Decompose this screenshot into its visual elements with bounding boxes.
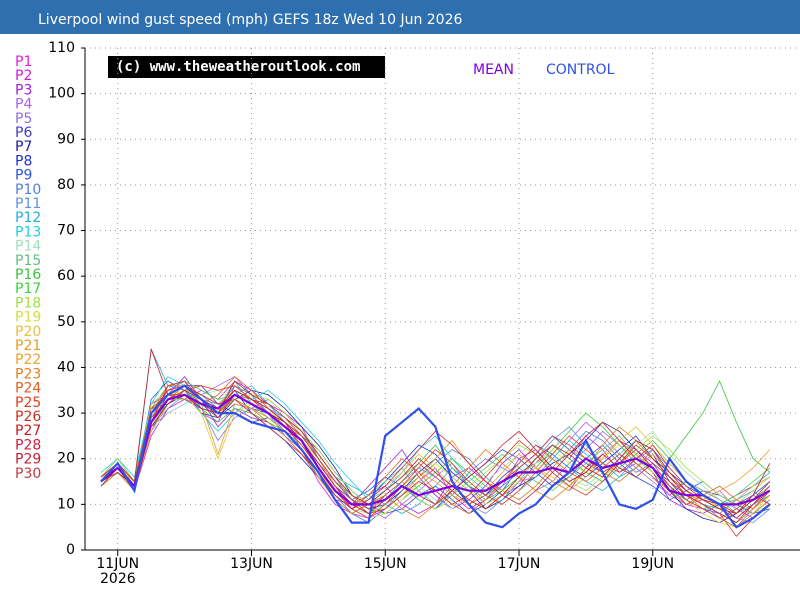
series-line — [100, 349, 771, 514]
series-line-main — [100, 384, 771, 529]
header-bar — [0, 0, 800, 34]
y-tick-label: 80 — [57, 177, 75, 193]
legend-label: P19 — [15, 310, 41, 326]
x-tick-label: 17JUN — [498, 556, 541, 572]
legend-label: P10 — [15, 182, 41, 198]
x-tick-label: 13JUN — [230, 556, 273, 572]
y-tick-label: 10 — [57, 496, 75, 512]
y-tick-label: 60 — [57, 268, 75, 284]
legend-label: P22 — [15, 352, 41, 368]
series-line — [100, 385, 771, 519]
y-tick-label: 90 — [57, 131, 75, 147]
y-tick-label: 70 — [57, 223, 75, 239]
watermark-box — [108, 56, 385, 78]
series-line — [100, 385, 771, 528]
legend-label: P20 — [15, 324, 41, 340]
series-line-main — [100, 393, 771, 506]
legend-label: P8 — [15, 153, 32, 169]
series-line — [100, 389, 771, 524]
watermark: (c) www.theweatheroutlook.com — [116, 59, 360, 75]
x-year-label: 2026 — [100, 571, 136, 587]
legend-label: P30 — [15, 466, 41, 482]
legend-label: P1 — [15, 54, 32, 70]
series-line — [100, 385, 771, 528]
y-tick-label: 30 — [57, 405, 75, 421]
x-tick-label: 15JUN — [364, 556, 407, 572]
legend-label: P13 — [15, 224, 41, 240]
y-tick-label: 100 — [48, 86, 75, 102]
legend-label: P28 — [15, 437, 41, 453]
legend-label: P26 — [15, 409, 41, 425]
series-line — [100, 385, 771, 524]
legend-label: P27 — [15, 423, 41, 439]
series-line — [100, 380, 771, 514]
legend-label: P2 — [15, 68, 32, 84]
legend-label: P6 — [15, 125, 32, 141]
legend-label: P5 — [15, 111, 32, 127]
series-line — [100, 385, 771, 524]
series-line — [100, 389, 770, 510]
series-line — [100, 389, 771, 515]
legend-label: P29 — [15, 452, 41, 468]
legend-label: P14 — [15, 239, 41, 255]
series-line — [100, 376, 771, 519]
legend-label: P12 — [15, 210, 41, 226]
legend-label: P23 — [15, 366, 41, 382]
y-tick-label: 110 — [48, 40, 75, 56]
y-tick-label: 40 — [57, 359, 75, 375]
legend-label: P15 — [15, 253, 41, 269]
legend-label: P24 — [15, 381, 41, 397]
y-tick-label: 50 — [57, 314, 75, 330]
legend-label: P7 — [15, 139, 32, 155]
legend-label: P4 — [15, 97, 32, 113]
legend-label: P9 — [15, 168, 32, 184]
y-tick-label: 20 — [57, 451, 75, 467]
legend-label: P3 — [15, 82, 32, 98]
legend-label: P25 — [15, 395, 41, 411]
series-line — [100, 389, 771, 524]
legend-label: CONTROL — [546, 62, 615, 78]
y-tick-label: 0 — [66, 542, 75, 558]
legend-label: P16 — [15, 267, 41, 283]
x-tick-label: 11JUN — [96, 556, 139, 572]
series-line — [100, 380, 771, 515]
chart-title: Liverpool wind gust speed (mph) GEFS 18z… — [38, 12, 462, 28]
series-line — [100, 389, 770, 514]
legend-label: MEAN — [473, 62, 514, 78]
legend-label: P11 — [15, 196, 41, 212]
legend-label: P21 — [15, 338, 41, 354]
legend-label: P18 — [15, 295, 41, 311]
series-line — [100, 380, 771, 514]
x-tick-label: 19JUN — [631, 556, 674, 572]
legend-label: P17 — [15, 281, 41, 297]
